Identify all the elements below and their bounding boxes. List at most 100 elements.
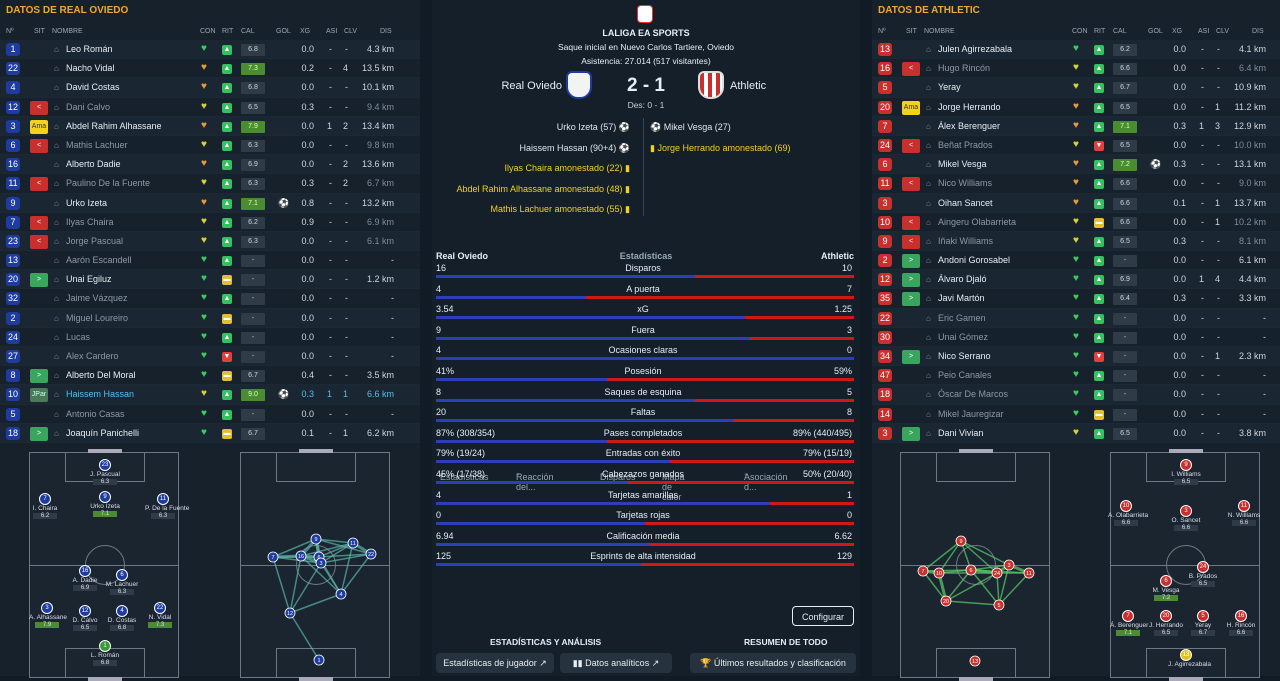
- column-header[interactable]: ASI: [1198, 28, 1210, 35]
- player-name[interactable]: Julen Agirrezabala: [938, 44, 1013, 54]
- player-name[interactable]: Álvaro Djaló: [938, 274, 987, 285]
- player-name[interactable]: Abdel Rahim Alhassane: [66, 120, 162, 131]
- column-header[interactable]: RIT: [1094, 28, 1106, 35]
- formation-player[interactable]: 3 O. Sancet 6.6: [1168, 505, 1204, 531]
- player-name[interactable]: Mikel Vesga: [938, 159, 987, 170]
- results-button[interactable]: 🏆 Últimos resultados y clasificación: [690, 653, 856, 673]
- formation-player[interactable]: 13 J. Agirrezabala: [1168, 649, 1211, 668]
- pass-node[interactable]: [917, 565, 929, 577]
- column-header[interactable]: DIS: [380, 28, 392, 35]
- column-header[interactable]: Nº: [878, 28, 886, 35]
- formation-player[interactable]: 7 I. Chaira 6.2: [27, 493, 63, 519]
- column-header[interactable]: NOMBRE: [924, 28, 955, 35]
- player-row[interactable]: 20 Ama ⌂ Jorge Herrando ♥ ▲ 6.5 0.0 -1 11.2 km: [872, 98, 1280, 117]
- formation-player[interactable]: 6 M. Lachuer 6.3: [104, 569, 140, 595]
- player-name[interactable]: Nico Williams: [938, 178, 992, 189]
- player-name[interactable]: Alberto Dadie: [66, 159, 121, 170]
- pass-node[interactable]: [365, 548, 377, 560]
- pass-node[interactable]: [969, 655, 981, 667]
- player-row[interactable]: 2 ⌂ Miguel Loureiro ♥ ▬ -0.0- - -: [0, 308, 420, 328]
- player-name[interactable]: Nacho Vidal: [66, 63, 115, 74]
- pass-node[interactable]: [295, 550, 307, 562]
- player-row[interactable]: 24 < ⌂ Beñat Prados ♥ ▼ 6.5 0.0 - - 10.0 km: [872, 136, 1280, 156]
- formation-player[interactable]: 9 I. Williams 6.5: [1168, 459, 1204, 485]
- player-row[interactable]: 2 > ⌂ Andoni Gorosabel ♥ ▲ -0.0- -6.1 km: [872, 251, 1280, 271]
- player-name[interactable]: Antonio Casas: [66, 408, 125, 419]
- away-team-name[interactable]: Athletic: [730, 80, 767, 92]
- player-row[interactable]: 22 ⌂ Eric Gamen ♥ ▲ -0.0- - -: [872, 308, 1280, 328]
- pass-node[interactable]: [940, 595, 952, 607]
- column-header[interactable]: CON: [200, 28, 216, 35]
- pass-node[interactable]: [991, 567, 1003, 579]
- column-header[interactable]: CLV: [344, 28, 358, 35]
- pass-node[interactable]: [267, 551, 279, 563]
- formation-player[interactable]: 3 A. Alhassane 7.9: [29, 602, 67, 628]
- player-name[interactable]: Joaquín Panichelli: [66, 427, 140, 438]
- player-name[interactable]: Dani Vivian: [938, 427, 984, 438]
- column-header[interactable]: NOMBRE: [52, 28, 83, 35]
- pass-node[interactable]: [993, 599, 1005, 611]
- column-header[interactable]: GOL: [276, 28, 291, 35]
- player-row[interactable]: 22 ⌂ Nacho Vidal ♥ ▲ 7.3 0.2 -4 13.5 km: [0, 59, 420, 79]
- column-header[interactable]: SIT: [906, 28, 917, 35]
- player-name[interactable]: Alberto Del Moral: [66, 370, 136, 381]
- player-row[interactable]: 4 ⌂ David Costas ♥ ▲ 6.8 0.0 - - 10.1 km: [0, 78, 420, 98]
- player-name[interactable]: David Costas: [66, 82, 120, 93]
- formation-player[interactable]: 12 D. Calvo 6.5: [67, 605, 103, 631]
- player-name[interactable]: Javi Martón: [938, 293, 985, 304]
- column-header[interactable]: DIS: [1252, 28, 1264, 35]
- formation-player[interactable]: 20 J. Herrando 6.5: [1148, 610, 1184, 636]
- column-header[interactable]: XG: [1172, 28, 1183, 35]
- column-header[interactable]: XG: [300, 28, 311, 35]
- player-name[interactable]: Mikel Jauregizar: [938, 408, 1004, 419]
- player-name[interactable]: Aingeru Olabarrieta: [938, 216, 1017, 227]
- player-name[interactable]: Peio Canales: [938, 370, 992, 381]
- pass-node[interactable]: [335, 588, 347, 600]
- player-row[interactable]: 30 ⌂ Unai Gómez ♥ ▲ -0.0- - -: [872, 328, 1280, 347]
- player-row[interactable]: 6 ⌂ Mikel Vesga ♥ ▲ 7.2 ⚽ 0.3 - - 13.1 km: [872, 155, 1280, 175]
- formation-player[interactable]: 22 N. Vidal 7.3: [142, 602, 178, 628]
- player-name[interactable]: Unai Egiluz: [66, 274, 112, 285]
- pass-node[interactable]: [1023, 567, 1035, 579]
- formation-player[interactable]: 11 P. De la Fuente 6.3: [145, 493, 189, 519]
- column-header[interactable]: RIT: [222, 28, 234, 35]
- player-row[interactable]: 8 > ⌂ Alberto Del Moral ♥ ▬ 6.7 0.4 - - 3.5 km: [0, 366, 420, 386]
- player-name[interactable]: Nico Serrano: [938, 351, 991, 361]
- pass-node[interactable]: [965, 564, 977, 576]
- player-name[interactable]: Alex Cardero: [66, 351, 119, 361]
- player-row[interactable]: 5 ⌂ Antonio Casas ♥ ▲ -0.0- - -: [0, 405, 420, 424]
- player-name[interactable]: Hugo Rincón: [938, 63, 991, 74]
- player-row[interactable]: 5 ⌂ Yeray ♥ ▲ 6.7 0.0 - - 10.9 km: [872, 78, 1280, 98]
- player-name[interactable]: Mathis Lachuer: [66, 139, 128, 150]
- player-row[interactable]: 35 > ⌂ Javi Martón ♥ ▲ 6.4 0.3 - - 3.3 km: [872, 289, 1280, 309]
- column-header[interactable]: SIT: [34, 28, 45, 35]
- pass-node[interactable]: [955, 535, 967, 547]
- player-row[interactable]: 3 ⌂ Oihan Sancet ♥ ▲ 6.6 0.1 -1 13.7 km: [872, 193, 1280, 213]
- formation-player[interactable]: 7 Á. Berenguer 7.1: [1110, 610, 1148, 636]
- player-name[interactable]: Urko Izeta: [66, 197, 108, 208]
- player-name[interactable]: Oihan Sancet: [938, 197, 993, 208]
- player-row[interactable]: 9 ⌂ Urko Izeta ♥ ▲ 7.1 ⚽ 0.8 - - 13.2 km: [0, 193, 420, 213]
- formation-player[interactable]: 5 Yeray 6.7: [1185, 610, 1221, 636]
- player-name[interactable]: Beñat Prados: [938, 139, 993, 150]
- formation-player[interactable]: 11 N. Williams 6.6: [1226, 500, 1262, 526]
- player-name[interactable]: Dani Calvo: [66, 101, 111, 112]
- player-name[interactable]: Andoni Gorosabel: [938, 255, 1011, 266]
- player-name[interactable]: Jaime Vázquez: [66, 293, 128, 304]
- home-team-name[interactable]: Real Oviedo: [501, 80, 562, 92]
- formation-player[interactable]: 23 J. Pascual 6.3: [87, 459, 123, 485]
- pass-node[interactable]: [284, 607, 296, 619]
- player-row[interactable]: 18 > ⌂ Joaquín Panichelli ♥ ▬ 6.7 0.1 -1 6.2 km: [0, 423, 420, 443]
- player-name[interactable]: Jorge Herrando: [938, 101, 1001, 112]
- player-row[interactable]: 34 > ⌂ Nico Serrano ♥ ▼ -0.0-1 2.3 km: [872, 347, 1280, 367]
- player-row[interactable]: 3 Ama ⌂ Abdel Rahim Alhassane ♥ ▲ 7.9 0.0 1 2 13.4…: [0, 116, 420, 136]
- player-row[interactable]: 7 < ⌂ Ilyas Chaira ♥ ▲ 6.2 0.9 - - 6.9 km: [0, 213, 420, 232]
- formation-player[interactable]: 6 M. Vesga 7.2: [1148, 575, 1184, 601]
- player-row[interactable]: 23 < ⌂ Jorge Pascual ♥ ▲ 6.3 0.0 - - 6.1 km: [0, 231, 420, 252]
- player-row[interactable]: 18 ⌂ Óscar De Marcos ♥ ▲ -0.0- - -: [872, 385, 1280, 405]
- player-name[interactable]: Haissem Hassan: [66, 389, 135, 400]
- player-row[interactable]: 47 ⌂ Peio Canales ♥ ▲ -0.0- - -: [872, 366, 1280, 386]
- player-row[interactable]: 12 < ⌂ Dani Calvo ♥ ▲ 6.5 0.3 - - 9.4 km: [0, 98, 420, 117]
- player-row[interactable]: 32 ⌂ Jaime Vázquez ♥ ▲ -0.0- - -: [0, 289, 420, 309]
- player-name[interactable]: Yeray: [938, 82, 961, 93]
